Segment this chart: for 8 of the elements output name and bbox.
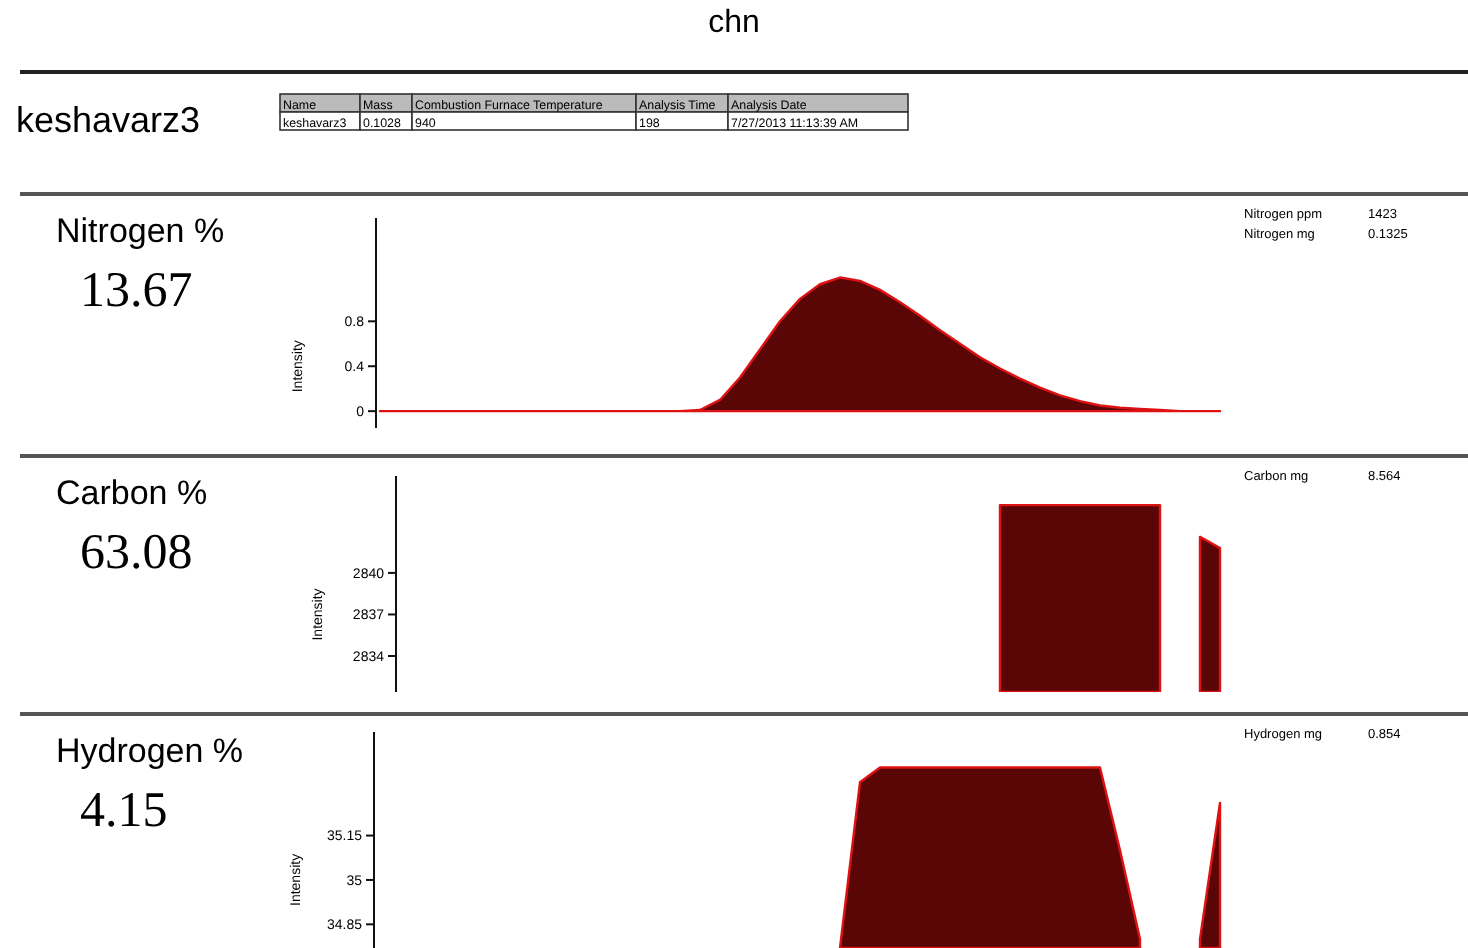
chart-title: Nitrogen % (56, 212, 225, 250)
chart-title: Carbon % (56, 474, 208, 512)
text: 13.67 (80, 264, 193, 318)
text: keshavarz3 (16, 100, 201, 140)
chart-title: Hydrogen % (56, 732, 244, 770)
text: 63.08 (80, 526, 193, 580)
text: 4.15 (80, 784, 168, 838)
text: chn (708, 6, 760, 40)
